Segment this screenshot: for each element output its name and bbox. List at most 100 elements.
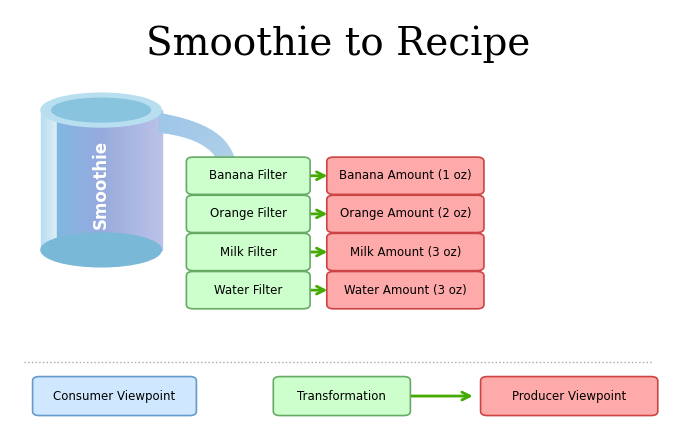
Bar xyxy=(228,180,229,305)
Polygon shape xyxy=(180,120,189,137)
Polygon shape xyxy=(222,175,237,178)
Bar xyxy=(51,110,53,250)
Bar xyxy=(234,180,236,305)
Bar xyxy=(149,110,152,250)
Text: Banana Amount (1 oz): Banana Amount (1 oz) xyxy=(339,169,472,182)
Bar xyxy=(45,110,47,250)
Polygon shape xyxy=(190,124,200,139)
Text: Transformation: Transformation xyxy=(297,390,387,403)
Bar xyxy=(230,180,231,305)
Bar xyxy=(232,180,233,305)
Polygon shape xyxy=(219,157,234,164)
Polygon shape xyxy=(206,136,220,148)
Bar xyxy=(87,110,90,250)
Bar xyxy=(236,180,237,305)
Bar xyxy=(227,180,229,305)
Polygon shape xyxy=(192,125,203,140)
FancyBboxPatch shape xyxy=(327,233,484,271)
Polygon shape xyxy=(211,140,225,152)
Ellipse shape xyxy=(41,233,161,267)
Text: Consumer Viewpoint: Consumer Viewpoint xyxy=(53,390,175,403)
Polygon shape xyxy=(221,162,236,168)
Polygon shape xyxy=(213,144,228,155)
Polygon shape xyxy=(194,126,205,141)
Bar xyxy=(77,110,80,250)
Bar xyxy=(79,110,82,250)
Bar xyxy=(233,180,234,305)
Bar xyxy=(49,110,51,250)
Polygon shape xyxy=(196,127,208,142)
Polygon shape xyxy=(187,123,198,138)
Bar xyxy=(230,180,232,305)
Bar xyxy=(99,110,102,250)
Bar xyxy=(231,180,232,305)
Bar xyxy=(113,110,116,250)
Text: Orange Filter: Orange Filter xyxy=(210,207,287,220)
Text: Producer Viewpoint: Producer Viewpoint xyxy=(512,390,626,403)
Polygon shape xyxy=(165,115,170,133)
Bar xyxy=(83,110,86,250)
Polygon shape xyxy=(204,134,218,147)
FancyBboxPatch shape xyxy=(186,195,310,232)
Bar xyxy=(144,110,146,250)
Bar xyxy=(225,180,227,305)
Bar xyxy=(226,180,227,305)
Bar xyxy=(105,110,108,250)
Polygon shape xyxy=(178,119,186,136)
Polygon shape xyxy=(222,172,237,176)
Bar xyxy=(85,110,88,250)
Polygon shape xyxy=(185,122,195,138)
Bar xyxy=(233,180,234,305)
Bar xyxy=(91,110,94,250)
Bar xyxy=(224,180,225,305)
Bar xyxy=(103,110,106,250)
Bar xyxy=(41,110,43,250)
Bar xyxy=(146,110,148,250)
Polygon shape xyxy=(219,154,234,162)
Polygon shape xyxy=(162,114,167,133)
Polygon shape xyxy=(222,169,237,174)
Polygon shape xyxy=(217,150,232,159)
Bar xyxy=(131,110,134,250)
FancyBboxPatch shape xyxy=(327,157,484,194)
Text: Orange Amount (2 oz): Orange Amount (2 oz) xyxy=(340,207,471,220)
Bar xyxy=(69,110,72,250)
Bar xyxy=(57,110,60,250)
Bar xyxy=(111,110,114,250)
Bar xyxy=(101,110,104,250)
Polygon shape xyxy=(159,114,163,133)
Bar xyxy=(59,110,62,250)
FancyBboxPatch shape xyxy=(481,377,658,416)
Text: Banana Filter: Banana Filter xyxy=(209,169,287,182)
Bar xyxy=(157,110,160,250)
Bar xyxy=(225,180,226,305)
Bar xyxy=(81,110,84,250)
FancyBboxPatch shape xyxy=(327,195,484,232)
Polygon shape xyxy=(167,116,173,133)
Bar xyxy=(133,110,136,250)
Bar xyxy=(125,110,128,250)
Text: Smoothie: Smoothie xyxy=(92,140,110,229)
Bar xyxy=(135,110,138,250)
Polygon shape xyxy=(217,152,233,161)
Bar xyxy=(137,110,140,250)
Bar xyxy=(97,110,100,250)
Polygon shape xyxy=(215,146,230,156)
Bar xyxy=(89,110,92,250)
Bar xyxy=(228,180,230,305)
Bar xyxy=(75,110,78,250)
Bar xyxy=(231,180,232,305)
Polygon shape xyxy=(203,133,217,146)
Bar xyxy=(223,180,225,305)
Bar xyxy=(53,110,56,250)
Polygon shape xyxy=(220,159,235,166)
Bar xyxy=(67,110,70,250)
Bar xyxy=(61,110,64,250)
Bar xyxy=(232,180,234,305)
Bar xyxy=(229,180,230,305)
Bar xyxy=(227,180,228,305)
Bar xyxy=(55,110,58,250)
FancyBboxPatch shape xyxy=(186,157,310,194)
FancyBboxPatch shape xyxy=(186,271,310,309)
Bar xyxy=(93,110,95,250)
